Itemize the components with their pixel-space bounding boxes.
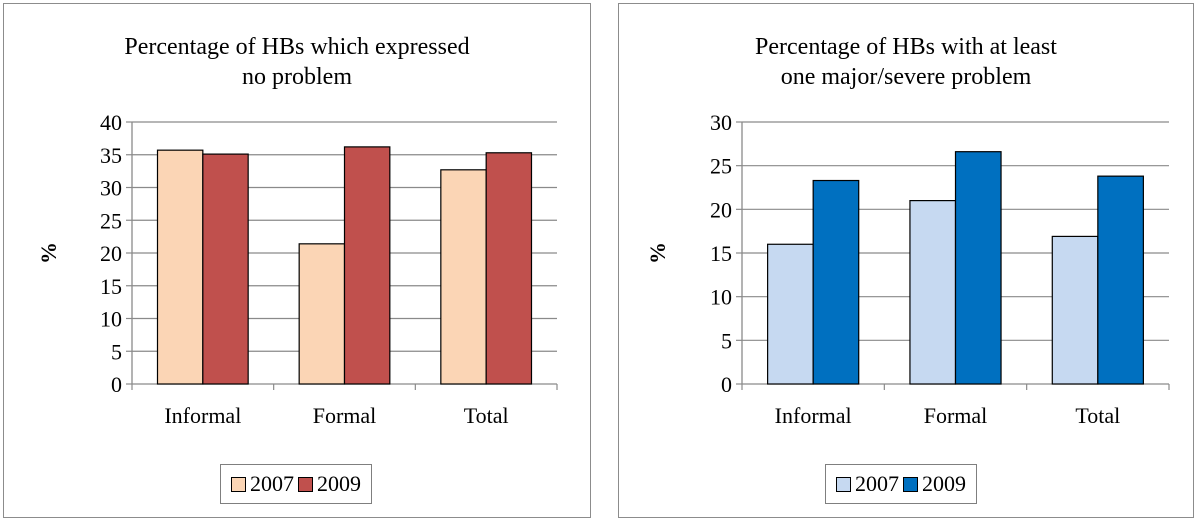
legend-item-2009: 2009 (903, 471, 966, 497)
y-tick-label: 40 (100, 110, 122, 135)
bar-total-2009 (1097, 175, 1144, 385)
legend-swatch-2007 (231, 476, 246, 492)
y-axis-title: % (36, 242, 61, 264)
y-tick-label: 30 (710, 110, 732, 135)
y-tick-label: 15 (100, 274, 122, 299)
bar-total-2007 (1051, 235, 1099, 385)
bar-chart-right: 0 5 10 15 20 25 30% Informal Formal Total (645, 110, 1170, 428)
y-tick-label: 10 (100, 307, 122, 332)
legend-swatch-2009 (903, 476, 918, 492)
legend-item-2009: 2009 (298, 471, 361, 497)
bar-formal-2007 (909, 200, 957, 385)
x-tick-label: Total (464, 403, 509, 428)
legend-label-2009: 2009 (317, 471, 361, 496)
x-tick-label: Formal (924, 403, 988, 428)
legend-label-2007: 2007 (855, 471, 899, 496)
y-tick-label: 35 (100, 143, 122, 168)
legend: 2007 2009 (220, 464, 372, 504)
bar-formal-2009 (343, 146, 391, 385)
x-tick-label: Informal (164, 403, 241, 428)
y-tick-label: 25 (100, 208, 122, 233)
legend: 2007 2009 (825, 464, 977, 504)
bar-formal-2007 (298, 243, 346, 385)
y-tick-label: 20 (710, 197, 732, 222)
bar-formal-2009 (954, 151, 1002, 385)
chart-panel-right: Percentage of HBs with at least one majo… (618, 3, 1194, 518)
x-tick-label: Informal (775, 403, 852, 428)
y-tick-label: 5 (111, 339, 122, 364)
legend-swatch-2007 (836, 476, 851, 492)
legend-label-2009: 2009 (922, 471, 966, 496)
y-axis-title: % (645, 242, 670, 264)
bar-informal-2009 (202, 153, 249, 385)
x-tick-label: Total (1075, 403, 1120, 428)
legend-item-2007: 2007 (231, 471, 294, 497)
y-tick-label: 0 (721, 372, 732, 397)
bar-informal-2007 (767, 243, 814, 385)
y-tick-label: 15 (710, 241, 732, 266)
x-tick-label: Formal (313, 403, 377, 428)
bar-informal-2007 (156, 149, 204, 385)
legend-swatch-2009 (298, 476, 313, 492)
bar-informal-2009 (812, 179, 860, 385)
bar-total-2007 (440, 169, 487, 385)
chart-title: Percentage of HBs which expressed no pro… (124, 34, 470, 90)
bar-chart-left: 0 5 10 15 20 25 30 35 40% Informal Formal Total (36, 110, 558, 428)
y-tick-label: 5 (721, 328, 732, 353)
y-tick-label: 25 (710, 154, 732, 179)
legend-label-2007: 2007 (250, 471, 294, 496)
legend-item-2007: 2007 (836, 471, 899, 497)
chart-panel-left: Percentage of HBs which expressed no pro… (3, 3, 591, 518)
bar-total-2009 (485, 152, 533, 385)
y-tick-label: 0 (111, 372, 122, 397)
y-tick-label: 10 (710, 285, 732, 310)
y-tick-label: 30 (100, 176, 122, 201)
chart-title: Percentage of HBs with at least one majo… (755, 34, 1057, 90)
y-tick-label: 20 (100, 241, 122, 266)
